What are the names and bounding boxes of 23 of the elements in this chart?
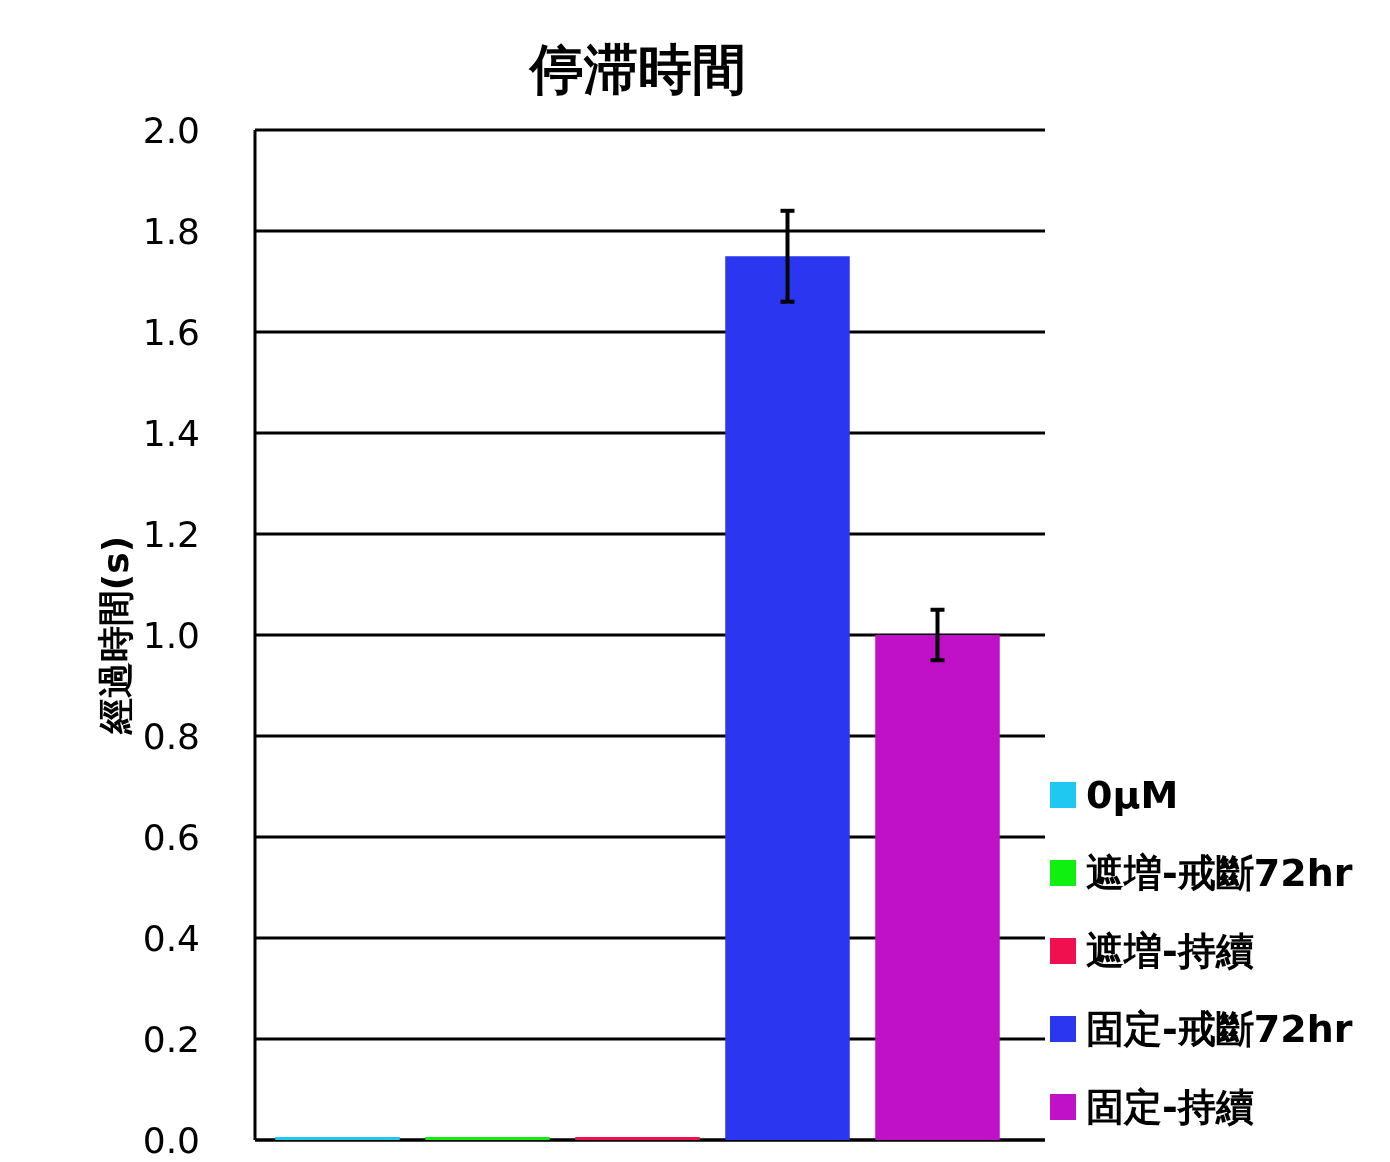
bar <box>725 256 850 1140</box>
y-tick-label: 0.6 <box>142 817 200 858</box>
bar <box>875 635 1000 1140</box>
y-tick-label: 0.4 <box>142 918 200 959</box>
y-tick-label: 1.4 <box>142 413 200 454</box>
y-tick-label: 0.0 <box>142 1120 200 1161</box>
y-tick-label: 1.8 <box>142 211 200 252</box>
bar <box>275 1137 400 1140</box>
legend-label: 固定-戒斷72hr <box>1086 1007 1353 1051</box>
y-tick-label: 0.2 <box>142 1019 200 1060</box>
bar <box>575 1137 700 1140</box>
legend-label: 遮増-持續 <box>1086 929 1254 973</box>
y-tick-label: 1.2 <box>142 514 200 555</box>
y-axis-title: 經過時間(s) <box>95 535 136 736</box>
y-tick-label: 0.8 <box>142 716 200 757</box>
chart-title: 停滞時間 <box>527 38 746 101</box>
legend-label: 0μM <box>1086 773 1179 817</box>
y-tick-label: 1.6 <box>142 312 200 353</box>
legend-label: 固定-持續 <box>1086 1085 1254 1129</box>
y-tick-label: 1.0 <box>142 615 200 656</box>
y-tick-label: 2.0 <box>142 110 200 151</box>
bar <box>425 1137 550 1140</box>
legend-label: 遮増-戒斷72hr <box>1086 851 1353 895</box>
